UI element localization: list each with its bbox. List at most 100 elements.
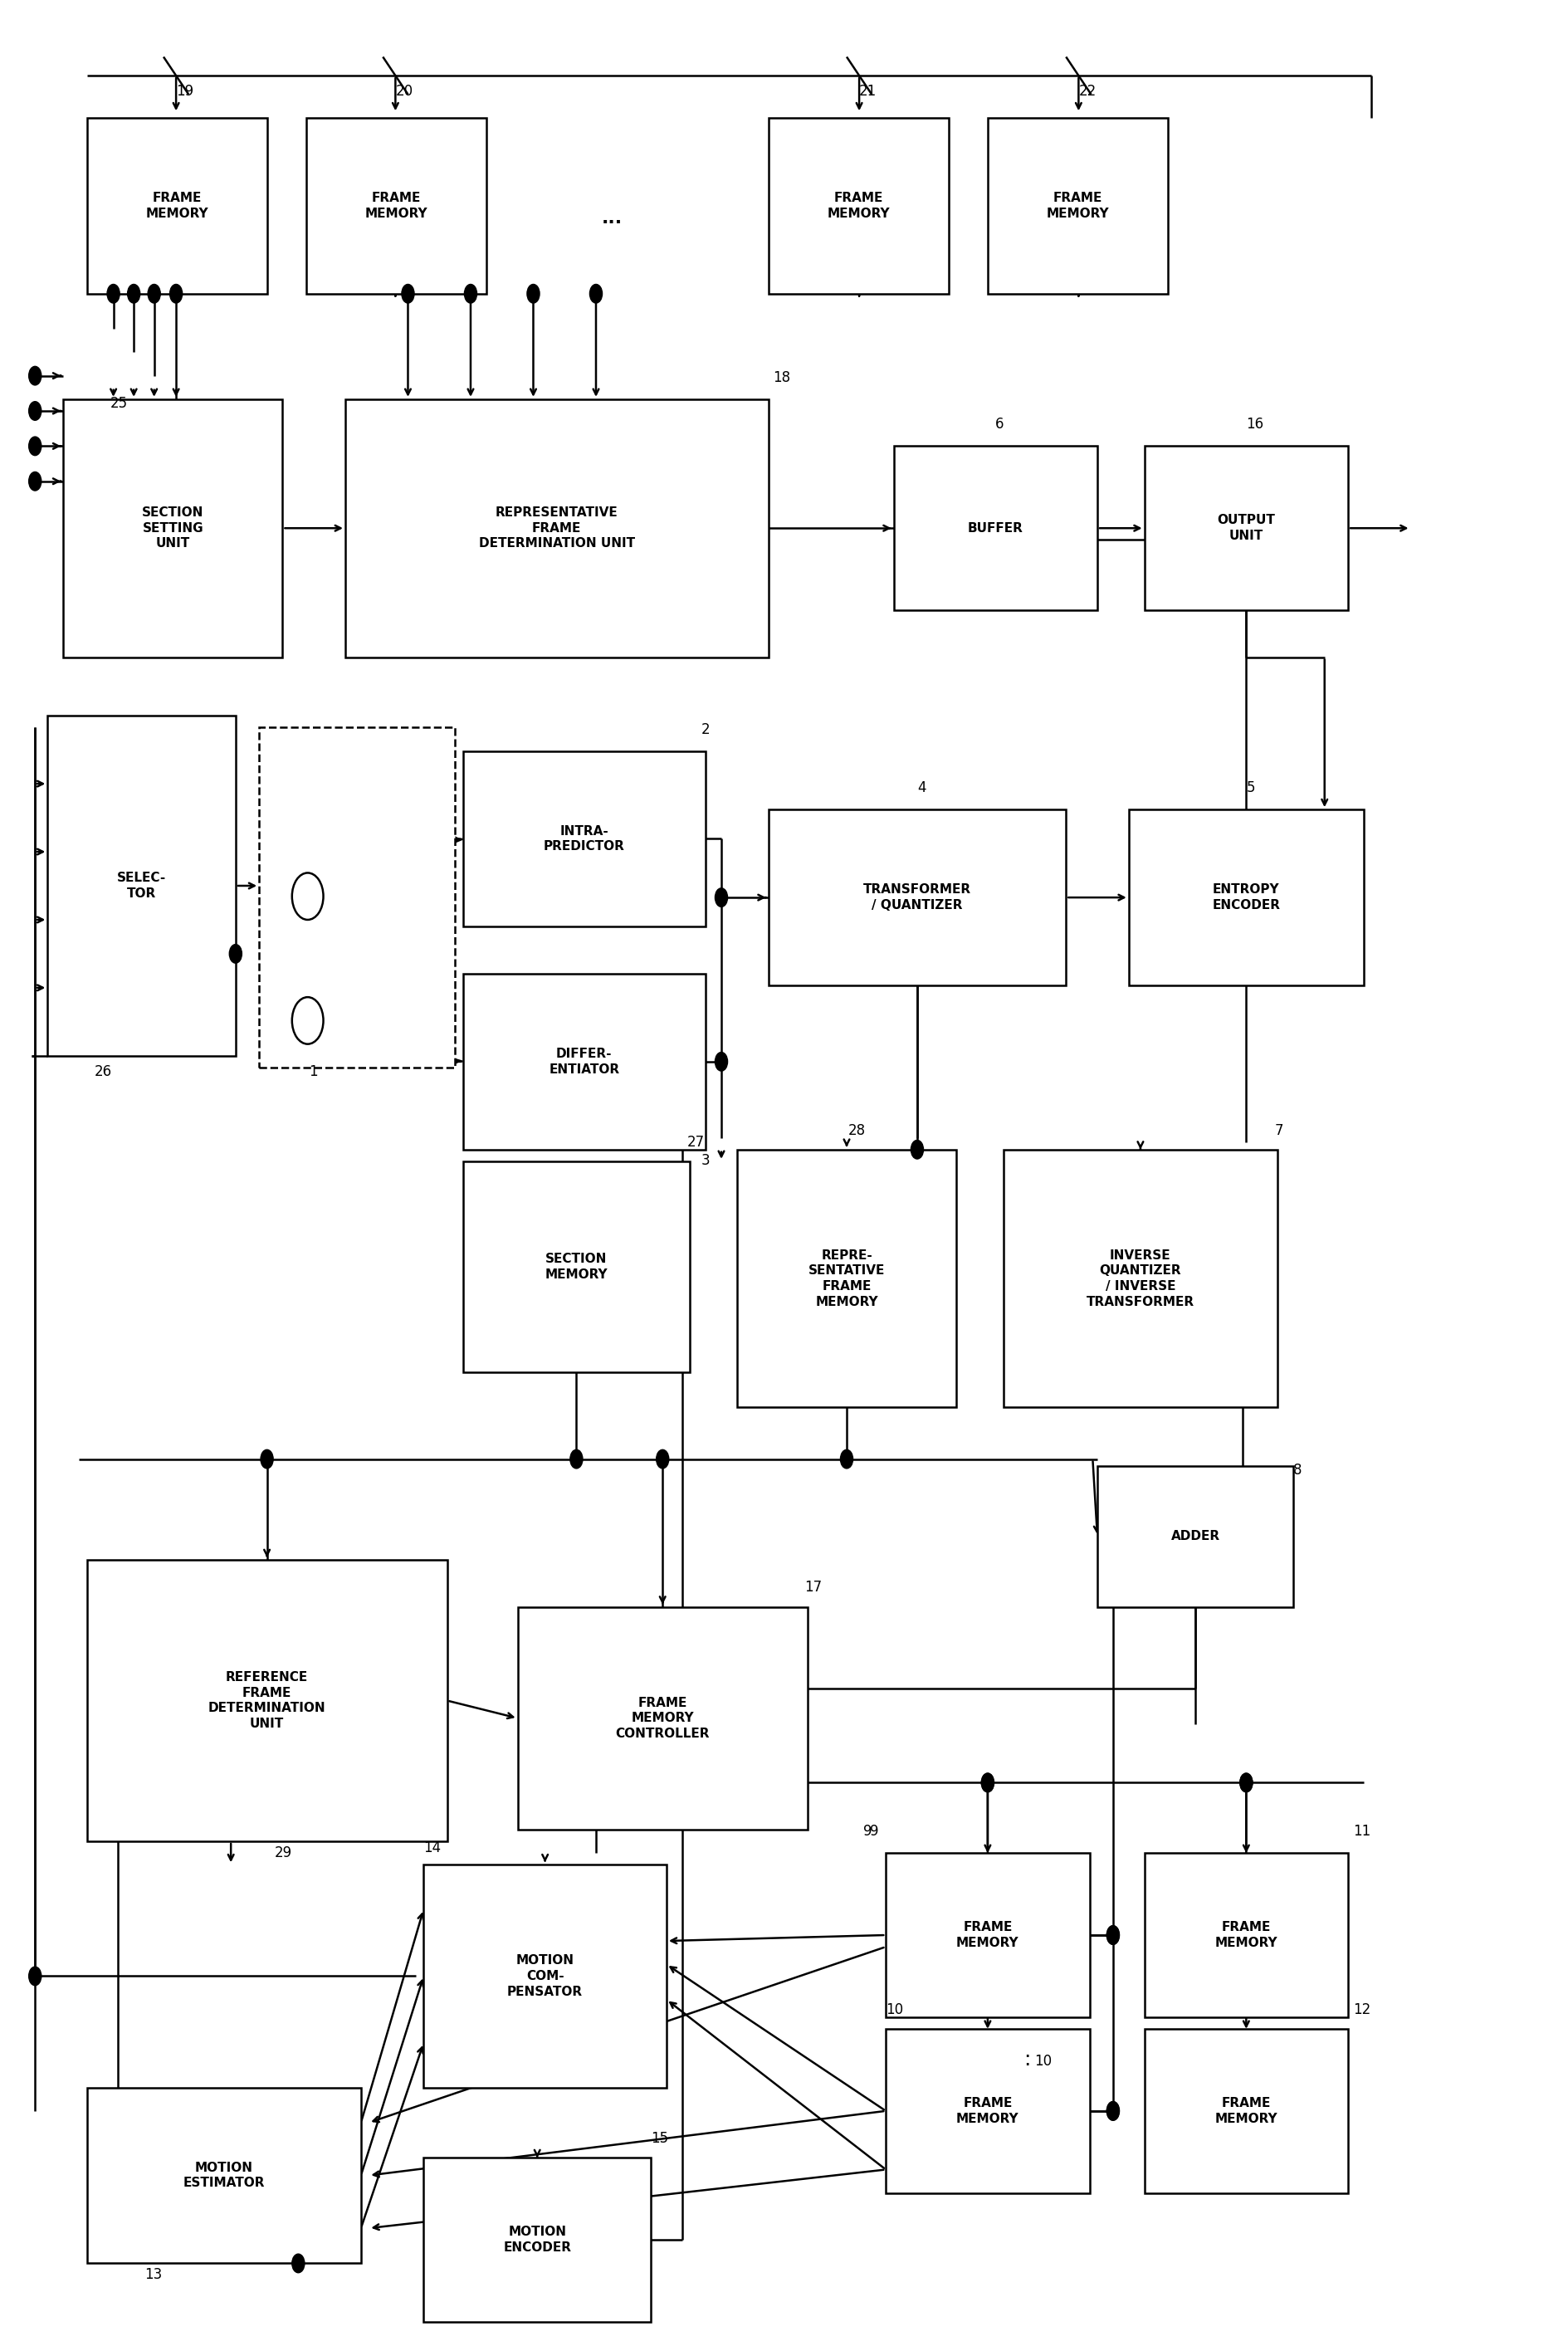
Circle shape <box>28 1966 41 1985</box>
Circle shape <box>715 889 728 908</box>
Bar <box>423 2158 651 2323</box>
Text: FRAME
MEMORY: FRAME MEMORY <box>1215 1921 1278 1950</box>
Text: 20: 20 <box>395 84 412 99</box>
Text: MOTION
COM-
PENSATOR: MOTION COM- PENSATOR <box>506 1954 583 1999</box>
Bar <box>47 716 235 1056</box>
Circle shape <box>1107 2102 1120 2121</box>
Circle shape <box>590 284 602 303</box>
Circle shape <box>1107 1926 1120 1945</box>
Text: ...: ... <box>601 211 622 228</box>
Circle shape <box>107 284 119 303</box>
Text: 18: 18 <box>773 371 790 385</box>
Circle shape <box>715 1053 728 1072</box>
Text: MOTION
ESTIMATOR: MOTION ESTIMATOR <box>183 2161 265 2189</box>
Text: 10: 10 <box>1035 2053 1052 2069</box>
Circle shape <box>28 436 41 455</box>
Circle shape <box>527 284 539 303</box>
Text: SECTION
MEMORY: SECTION MEMORY <box>546 1253 608 1281</box>
Text: FRAME
MEMORY: FRAME MEMORY <box>956 2097 1019 2125</box>
Circle shape <box>657 1450 670 1469</box>
Text: ADDER: ADDER <box>1171 1530 1220 1544</box>
Text: 8: 8 <box>1294 1464 1301 1478</box>
Circle shape <box>292 997 323 1044</box>
Circle shape <box>260 1450 273 1469</box>
Text: 26: 26 <box>94 1065 113 1079</box>
Circle shape <box>28 401 41 420</box>
Text: SELEC-
TOR: SELEC- TOR <box>118 873 166 901</box>
Bar <box>86 1560 447 1842</box>
Text: 28: 28 <box>848 1124 866 1138</box>
Text: 16: 16 <box>1247 418 1264 432</box>
Text: 1: 1 <box>309 1065 318 1079</box>
Bar <box>1004 1150 1278 1408</box>
Text: 3: 3 <box>701 1154 710 1168</box>
Bar <box>768 117 949 293</box>
Circle shape <box>840 1450 853 1469</box>
Bar <box>463 1161 690 1372</box>
Text: MOTION
ENCODER: MOTION ENCODER <box>503 2226 571 2255</box>
Bar <box>1145 446 1348 610</box>
Text: REFERENCE
FRAME
DETERMINATION
UNIT: REFERENCE FRAME DETERMINATION UNIT <box>209 1670 326 1729</box>
Bar <box>259 727 455 1067</box>
Circle shape <box>28 366 41 385</box>
Text: 27: 27 <box>687 1135 704 1150</box>
Bar <box>517 1607 808 1830</box>
Text: 15: 15 <box>651 2130 668 2147</box>
Text: 22: 22 <box>1079 84 1096 99</box>
Circle shape <box>292 873 323 920</box>
Circle shape <box>1240 1774 1253 1792</box>
Text: 13: 13 <box>144 2266 163 2283</box>
Bar <box>894 446 1098 610</box>
Text: FRAME
MEMORY: FRAME MEMORY <box>1046 192 1109 221</box>
Bar <box>306 117 486 293</box>
Text: 17: 17 <box>804 1581 822 1595</box>
Text: FRAME
MEMORY: FRAME MEMORY <box>956 1921 1019 1950</box>
Bar <box>1145 1853 1348 2018</box>
Bar <box>86 117 267 293</box>
Bar <box>463 751 706 927</box>
Text: 12: 12 <box>1353 2001 1370 2018</box>
Text: OUTPUT
UNIT: OUTPUT UNIT <box>1217 514 1275 542</box>
Bar <box>737 1150 956 1408</box>
Circle shape <box>127 284 140 303</box>
Text: 25: 25 <box>110 396 127 411</box>
Text: 4: 4 <box>917 781 925 795</box>
Bar <box>86 2088 361 2264</box>
Text: 29: 29 <box>274 1844 292 1860</box>
Circle shape <box>169 284 182 303</box>
Bar <box>1145 2029 1348 2194</box>
Circle shape <box>571 1450 583 1469</box>
Bar <box>1129 809 1364 985</box>
Circle shape <box>1107 2102 1120 2121</box>
Text: 21: 21 <box>859 84 877 99</box>
Circle shape <box>292 2255 304 2273</box>
Bar <box>768 809 1066 985</box>
Text: 11: 11 <box>1353 1823 1370 1839</box>
Circle shape <box>147 284 160 303</box>
Text: BUFFER: BUFFER <box>967 521 1024 535</box>
Text: FRAME
MEMORY
CONTROLLER: FRAME MEMORY CONTROLLER <box>616 1696 710 1741</box>
Bar <box>463 974 706 1150</box>
Circle shape <box>401 284 414 303</box>
Text: 5: 5 <box>1247 781 1254 795</box>
Text: 9: 9 <box>870 1823 880 1839</box>
Text: FRAME
MEMORY: FRAME MEMORY <box>146 192 209 221</box>
Circle shape <box>1107 1926 1120 1945</box>
Text: REPRESENTATIVE
FRAME
DETERMINATION UNIT: REPRESENTATIVE FRAME DETERMINATION UNIT <box>478 507 635 549</box>
Text: 14: 14 <box>423 1839 441 1856</box>
Text: REPRE-
SENTATIVE
FRAME
MEMORY: REPRE- SENTATIVE FRAME MEMORY <box>809 1248 884 1309</box>
Bar <box>886 1853 1090 2018</box>
Text: SECTION
SETTING
UNIT: SECTION SETTING UNIT <box>143 507 204 549</box>
Bar <box>1098 1466 1294 1607</box>
Text: FRAME
MEMORY: FRAME MEMORY <box>1215 2097 1278 2125</box>
Text: ENTROPY
ENCODER: ENTROPY ENCODER <box>1212 884 1279 913</box>
Text: DIFFER-
ENTIATOR: DIFFER- ENTIATOR <box>549 1049 619 1074</box>
Text: 7: 7 <box>1275 1124 1283 1138</box>
Text: 10: 10 <box>886 2001 903 2018</box>
Text: FRAME
MEMORY: FRAME MEMORY <box>365 192 428 221</box>
Text: TRANSFORMER
/ QUANTIZER: TRANSFORMER / QUANTIZER <box>862 884 971 913</box>
Text: FRAME
MEMORY: FRAME MEMORY <box>826 192 889 221</box>
Circle shape <box>982 1774 994 1792</box>
Circle shape <box>28 472 41 490</box>
Text: 9: 9 <box>862 1823 872 1839</box>
